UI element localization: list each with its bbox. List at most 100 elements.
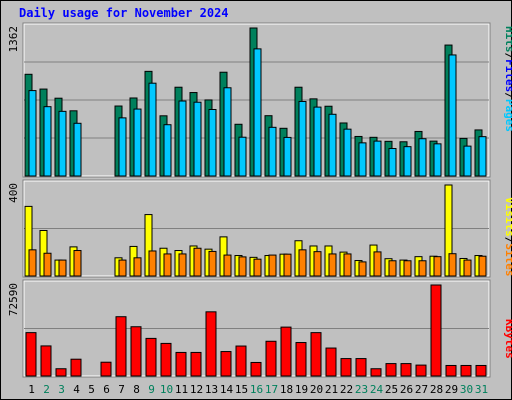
x-tick-day-3: 3 <box>58 383 65 396</box>
x-tick-day-17: 17 <box>265 383 278 396</box>
x-tick-day-5: 5 <box>88 383 95 396</box>
bar-kbytes-day-27 <box>415 364 427 377</box>
bar-files-day-26 <box>403 146 412 177</box>
bar-files-day-13 <box>208 108 217 177</box>
bar-kbytes-day-18 <box>280 326 292 377</box>
bar-files-day-7 <box>118 117 127 177</box>
bar-files-day-12 <box>193 101 202 177</box>
x-tick-day-6: 6 <box>103 383 110 396</box>
x-tick-day-12: 12 <box>190 383 203 396</box>
bar-files-day-30 <box>463 145 472 177</box>
legend-sep-2: / <box>503 53 512 60</box>
bar-sites-day-21 <box>328 253 337 277</box>
x-tick-day-14: 14 <box>220 383 234 396</box>
max-label-hits: 1362 <box>7 26 20 53</box>
legend-visits-sites: Visits/Sites <box>503 197 512 277</box>
bar-kbytes-day-8 <box>130 326 142 377</box>
x-tick-day-20: 20 <box>310 383 323 396</box>
x-tick-day-8: 8 <box>133 383 140 396</box>
bar-sites-day-13 <box>208 250 217 277</box>
bar-sites-day-1 <box>28 249 37 277</box>
bar-files-day-8 <box>133 108 142 177</box>
bar-sites-day-9 <box>148 250 157 277</box>
bar-kbytes-day-22 <box>340 358 352 377</box>
bar-sites-day-2 <box>43 252 52 277</box>
bar-files-day-25 <box>388 148 397 177</box>
bar-sites-day-19 <box>298 249 307 277</box>
bar-files-day-17 <box>268 126 277 177</box>
bar-kbytes-day-6 <box>100 361 112 377</box>
legend-kbytes-text: KBytes <box>503 319 512 359</box>
bar-kbytes-day-29 <box>445 364 457 377</box>
legend-hits: Hits <box>503 26 512 53</box>
bar-sites-day-7 <box>118 259 127 277</box>
bar-kbytes-day-11 <box>175 351 187 377</box>
bar-files-day-31 <box>478 136 487 177</box>
bar-files-day-14 <box>223 87 232 177</box>
x-tick-day-2: 2 <box>43 383 50 396</box>
x-tick-day-15: 15 <box>235 383 248 396</box>
bar-kbytes-day-14 <box>220 351 232 377</box>
bar-sites-day-4 <box>73 250 82 277</box>
bar-kbytes-day-2 <box>40 345 52 377</box>
legend-sep-1: / <box>503 92 512 99</box>
x-tick-day-26: 26 <box>400 383 413 396</box>
x-tick-day-4: 4 <box>73 383 80 396</box>
bar-sites-day-17 <box>268 254 277 277</box>
bar-sites-day-14 <box>223 254 232 277</box>
bar-files-day-22 <box>343 128 352 177</box>
bar-files-day-15 <box>238 136 247 177</box>
x-tick-day-11: 11 <box>175 383 188 396</box>
legend-pages: Pages <box>503 99 512 132</box>
bar-kbytes-day-23 <box>355 358 367 377</box>
bar-kbytes-day-7 <box>115 316 127 377</box>
bar-kbytes-day-28 <box>430 284 442 377</box>
legend-files: Files <box>503 59 512 92</box>
x-tick-day-13: 13 <box>205 383 218 396</box>
bar-sites-day-27 <box>418 260 427 277</box>
bar-kbytes-day-3 <box>55 368 67 377</box>
bar-sites-day-31 <box>478 255 487 277</box>
bar-kbytes-day-25 <box>385 363 397 377</box>
panel-frame-0 <box>22 22 491 178</box>
x-tick-day-19: 19 <box>295 383 308 396</box>
x-tick-day-23: 23 <box>355 383 368 396</box>
bar-sites-day-8 <box>133 257 142 277</box>
bar-kbytes-day-4 <box>70 358 82 377</box>
bar-kbytes-day-26 <box>400 363 412 377</box>
bar-files-day-9 <box>148 82 157 177</box>
bar-kbytes-day-13 <box>205 311 217 377</box>
bar-files-day-29 <box>448 54 457 177</box>
x-tick-day-10: 10 <box>160 383 173 396</box>
legend-sites: Sites <box>503 243 512 276</box>
bar-sites-day-15 <box>238 256 247 277</box>
bar-files-day-24 <box>373 140 382 177</box>
bar-files-day-27 <box>418 138 427 177</box>
bar-files-day-11 <box>178 100 187 177</box>
bar-kbytes-day-30 <box>460 364 472 377</box>
x-tick-day-28: 28 <box>430 383 443 396</box>
bar-sites-day-20 <box>313 251 322 277</box>
bar-sites-day-22 <box>343 253 352 277</box>
bar-kbytes-day-21 <box>325 347 337 377</box>
panel-frame-2 <box>22 279 491 378</box>
max-label-visits: 400 <box>7 183 20 203</box>
x-tick-day-22: 22 <box>340 383 353 396</box>
bar-files-day-4 <box>73 122 82 177</box>
x-tick-day-21: 21 <box>325 383 338 396</box>
bar-kbytes-day-1 <box>25 332 37 377</box>
bar-kbytes-day-20 <box>310 332 322 377</box>
bar-kbytes-day-15 <box>235 345 247 377</box>
bar-sites-day-11 <box>178 253 187 277</box>
bar-sites-day-24 <box>373 251 382 277</box>
bar-files-day-10 <box>163 124 172 177</box>
bar-files-day-3 <box>58 110 67 177</box>
x-tick-day-31: 31 <box>475 383 488 396</box>
bar-files-day-19 <box>298 100 307 177</box>
bar-files-day-23 <box>358 142 367 177</box>
panel-frame-1 <box>22 179 491 278</box>
legend-hits-files-pages: Hits/Files/Pages <box>503 26 512 132</box>
bar-sites-day-18 <box>283 253 292 277</box>
bar-sites-day-10 <box>163 253 172 277</box>
